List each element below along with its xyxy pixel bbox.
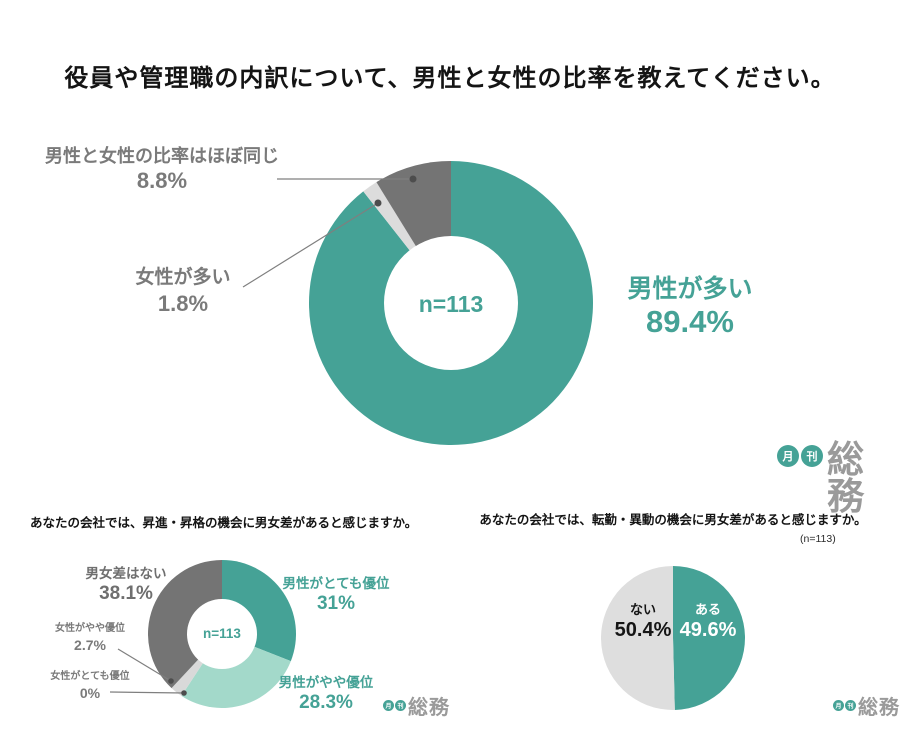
logo-kan-char: 刊 (847, 704, 854, 710)
callout-male-strong-value: 31% (316, 593, 356, 614)
pie-slice-0 (673, 566, 745, 710)
callout-male-slight-label: 男性がやや優位 (278, 675, 374, 690)
donut-hole (187, 599, 257, 669)
pie-chart-transfer-gap (601, 566, 745, 710)
pie-label-yes-text: ある (694, 602, 721, 617)
callout-male-strong-label: 男性がとても優位 (282, 576, 390, 591)
pie-label-no: ない 50.4% (603, 601, 683, 643)
logo-month-circle: 月 (383, 700, 394, 711)
callout-ratio-equal-label: 男性と女性の比率はほぼ同じ (45, 146, 279, 166)
logo-wordmark: 総務 (858, 697, 900, 719)
callout-ratio-equal: 男性と女性の比率はほぼ同じ 8.8% (28, 145, 296, 195)
callout-female-strong-value: 0% (79, 685, 101, 701)
callout-female-strong-advantage: 女性がとても優位 0% (24, 670, 156, 702)
pie-label-yes: ある 49.6% (668, 601, 748, 643)
donut-hole (384, 236, 518, 370)
callout-no-gap: 男女差はない 38.1% (46, 565, 206, 605)
donut-chart-management-ratio (309, 161, 593, 445)
gekkan-soumu-logo-right: 月 刊 総務 (833, 698, 900, 718)
callout-male-majority: 男性が多い 89.4% (607, 274, 773, 340)
transfer-chart-title: あなたの会社では、転勤・異動の機会に男女差があると感じますか。 (479, 513, 867, 527)
logo-month-char: 月 (385, 704, 392, 710)
callout-female-strong-label: 女性がとても優位 (50, 671, 130, 682)
logo-month-circle: 月 (833, 700, 844, 711)
callout-female-slight-value: 2.7% (74, 637, 106, 653)
callout-no-gap-value: 38.1% (99, 583, 153, 604)
logo-kan-circle: 刊 (845, 700, 856, 711)
callout-ratio-equal-value: 8.8% (136, 168, 188, 193)
pie-slice-1 (181, 634, 291, 708)
logo-kan-char: 刊 (397, 704, 404, 710)
gekkan-soumu-logo-main: 月 刊 総務 (777, 441, 900, 515)
callout-female-slight-advantage: 女性がやや優位 2.7% (25, 622, 155, 654)
pie-slice-1 (601, 566, 675, 710)
pie-label-no-text: ない (629, 602, 656, 617)
callout-female-majority-label: 女性が多い (135, 267, 231, 288)
callout-female-majority-value: 1.8% (157, 291, 209, 316)
callout-female-slight-label: 女性がやや優位 (55, 623, 125, 634)
gekkan-soumu-logo-left: 月 刊 総務 (383, 698, 450, 718)
promotion-chart-title: あなたの会社では、昇進・昇格の機会に男女差があると感じますか。 (30, 516, 418, 530)
callout-male-majority-label: 男性が多い (627, 275, 753, 303)
pie-label-yes-value: 49.6% (679, 619, 737, 641)
callout-female-majority: 女性が多い 1.8% (110, 266, 256, 318)
logo-kan-circle: 刊 (395, 700, 406, 711)
sample-size-main: n=113 (418, 291, 484, 317)
logo-wordmark: 総務 (408, 697, 450, 719)
logo-month-char: 月 (835, 704, 842, 710)
logo-month-circle: 月 (777, 445, 799, 467)
logo-kan-circle: 刊 (801, 445, 823, 467)
logo-kan-char: 刊 (806, 451, 818, 463)
transfer-chart-sample-note: (n=113) (800, 533, 836, 545)
callout-male-majority-value: 89.4% (646, 304, 734, 339)
callout-male-slight-value: 28.3% (299, 692, 353, 713)
sample-size-promotion: n=113 (203, 626, 241, 641)
logo-wordmark: 総務 (827, 439, 865, 517)
pie-label-no-value: 50.4% (614, 619, 672, 641)
page-title: 役員や管理職の内訳について、男性と女性の比率を教えてください。 (64, 65, 836, 92)
callout-male-strong-advantage: 男性がとても優位 31% (261, 575, 411, 616)
callout-no-gap-label: 男女差はない (85, 566, 167, 581)
logo-month-char: 月 (782, 451, 794, 463)
callout-male-slight-advantage: 男性がやや優位 28.3% (251, 674, 401, 715)
